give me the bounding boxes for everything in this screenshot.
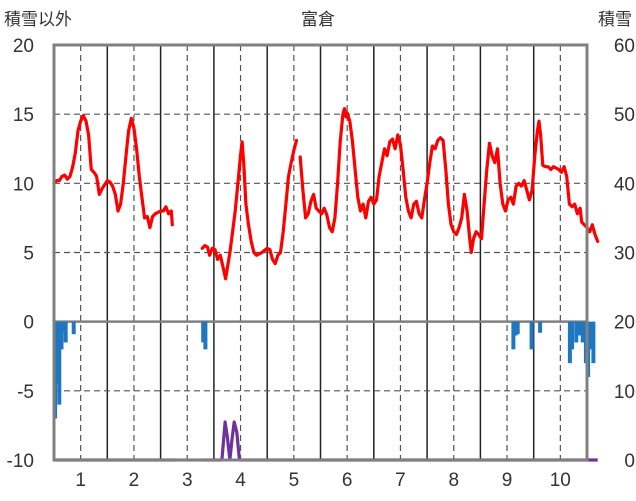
y-tick-label-left: -10 [7, 451, 34, 472]
series-lines [52, 107, 600, 462]
precipitation-bar [574, 321, 579, 343]
temperature-line [200, 138, 299, 281]
precipitation-bar [515, 321, 520, 335]
chart-title: 富倉 [301, 10, 335, 30]
y-tick-label-left: 10 [13, 174, 34, 195]
precipitation-bar [577, 321, 581, 336]
y-tick-label-left: 15 [13, 105, 34, 126]
precipitation-bar [529, 321, 534, 350]
x-tick-label: 3 [182, 470, 193, 491]
x-tick-label: 8 [449, 470, 460, 491]
grid-layer [54, 45, 587, 460]
precipitation-bar [570, 321, 575, 350]
y-tick-label-right: 10 [614, 382, 635, 403]
precipitation-bar [591, 321, 596, 364]
x-tick-label: 7 [395, 470, 406, 491]
precipitation-bar [589, 321, 594, 350]
y-tick-label-left: 20 [13, 36, 34, 57]
y-tick-label-left: 0 [23, 313, 34, 334]
precipitation-bar [61, 321, 66, 333]
precipitation-bar [203, 321, 208, 350]
plot-frame [52, 43, 589, 462]
plot-border [52, 43, 589, 462]
temperature-line [52, 113, 174, 230]
y-tick-label-left: -5 [17, 382, 34, 403]
temperature-line [298, 107, 600, 255]
precipitation-bar [538, 321, 543, 333]
precipitation-bar [580, 321, 585, 343]
x-tick-label: 6 [342, 470, 353, 491]
y-tick-label-right: 60 [614, 36, 635, 57]
precipitation-bar [71, 321, 76, 335]
y-tick-label-right: 30 [614, 244, 635, 265]
x-tick-label: 4 [235, 470, 246, 491]
x-tick-label: 2 [129, 470, 140, 491]
y-tick-label-right: 0 [624, 451, 635, 472]
y-tick-label-right: 20 [614, 313, 635, 334]
precipitation-bar [201, 321, 206, 343]
precipitation-bar [55, 321, 60, 384]
x-tick-label: 5 [289, 470, 300, 491]
left-axis-label: 積雪以外 [4, 10, 72, 30]
x-tick-label: 1 [75, 470, 86, 491]
precipitation-bar [63, 321, 68, 343]
right-axis-label: 積雪 [598, 10, 632, 30]
precipitation-bar [59, 321, 64, 350]
y-tick-label-left: 5 [23, 244, 34, 265]
precipitation-bar [57, 321, 62, 405]
precipitation-bar [567, 321, 572, 364]
y-tick-label-right: 50 [614, 105, 635, 126]
precipitation-bar [513, 321, 518, 336]
x-tick-label: 10 [550, 470, 571, 491]
snow-depth-line [203, 420, 598, 462]
y-tick-label-right: 40 [614, 174, 635, 195]
x-tick-label: 9 [502, 470, 513, 491]
precipitation-bar [511, 321, 516, 350]
